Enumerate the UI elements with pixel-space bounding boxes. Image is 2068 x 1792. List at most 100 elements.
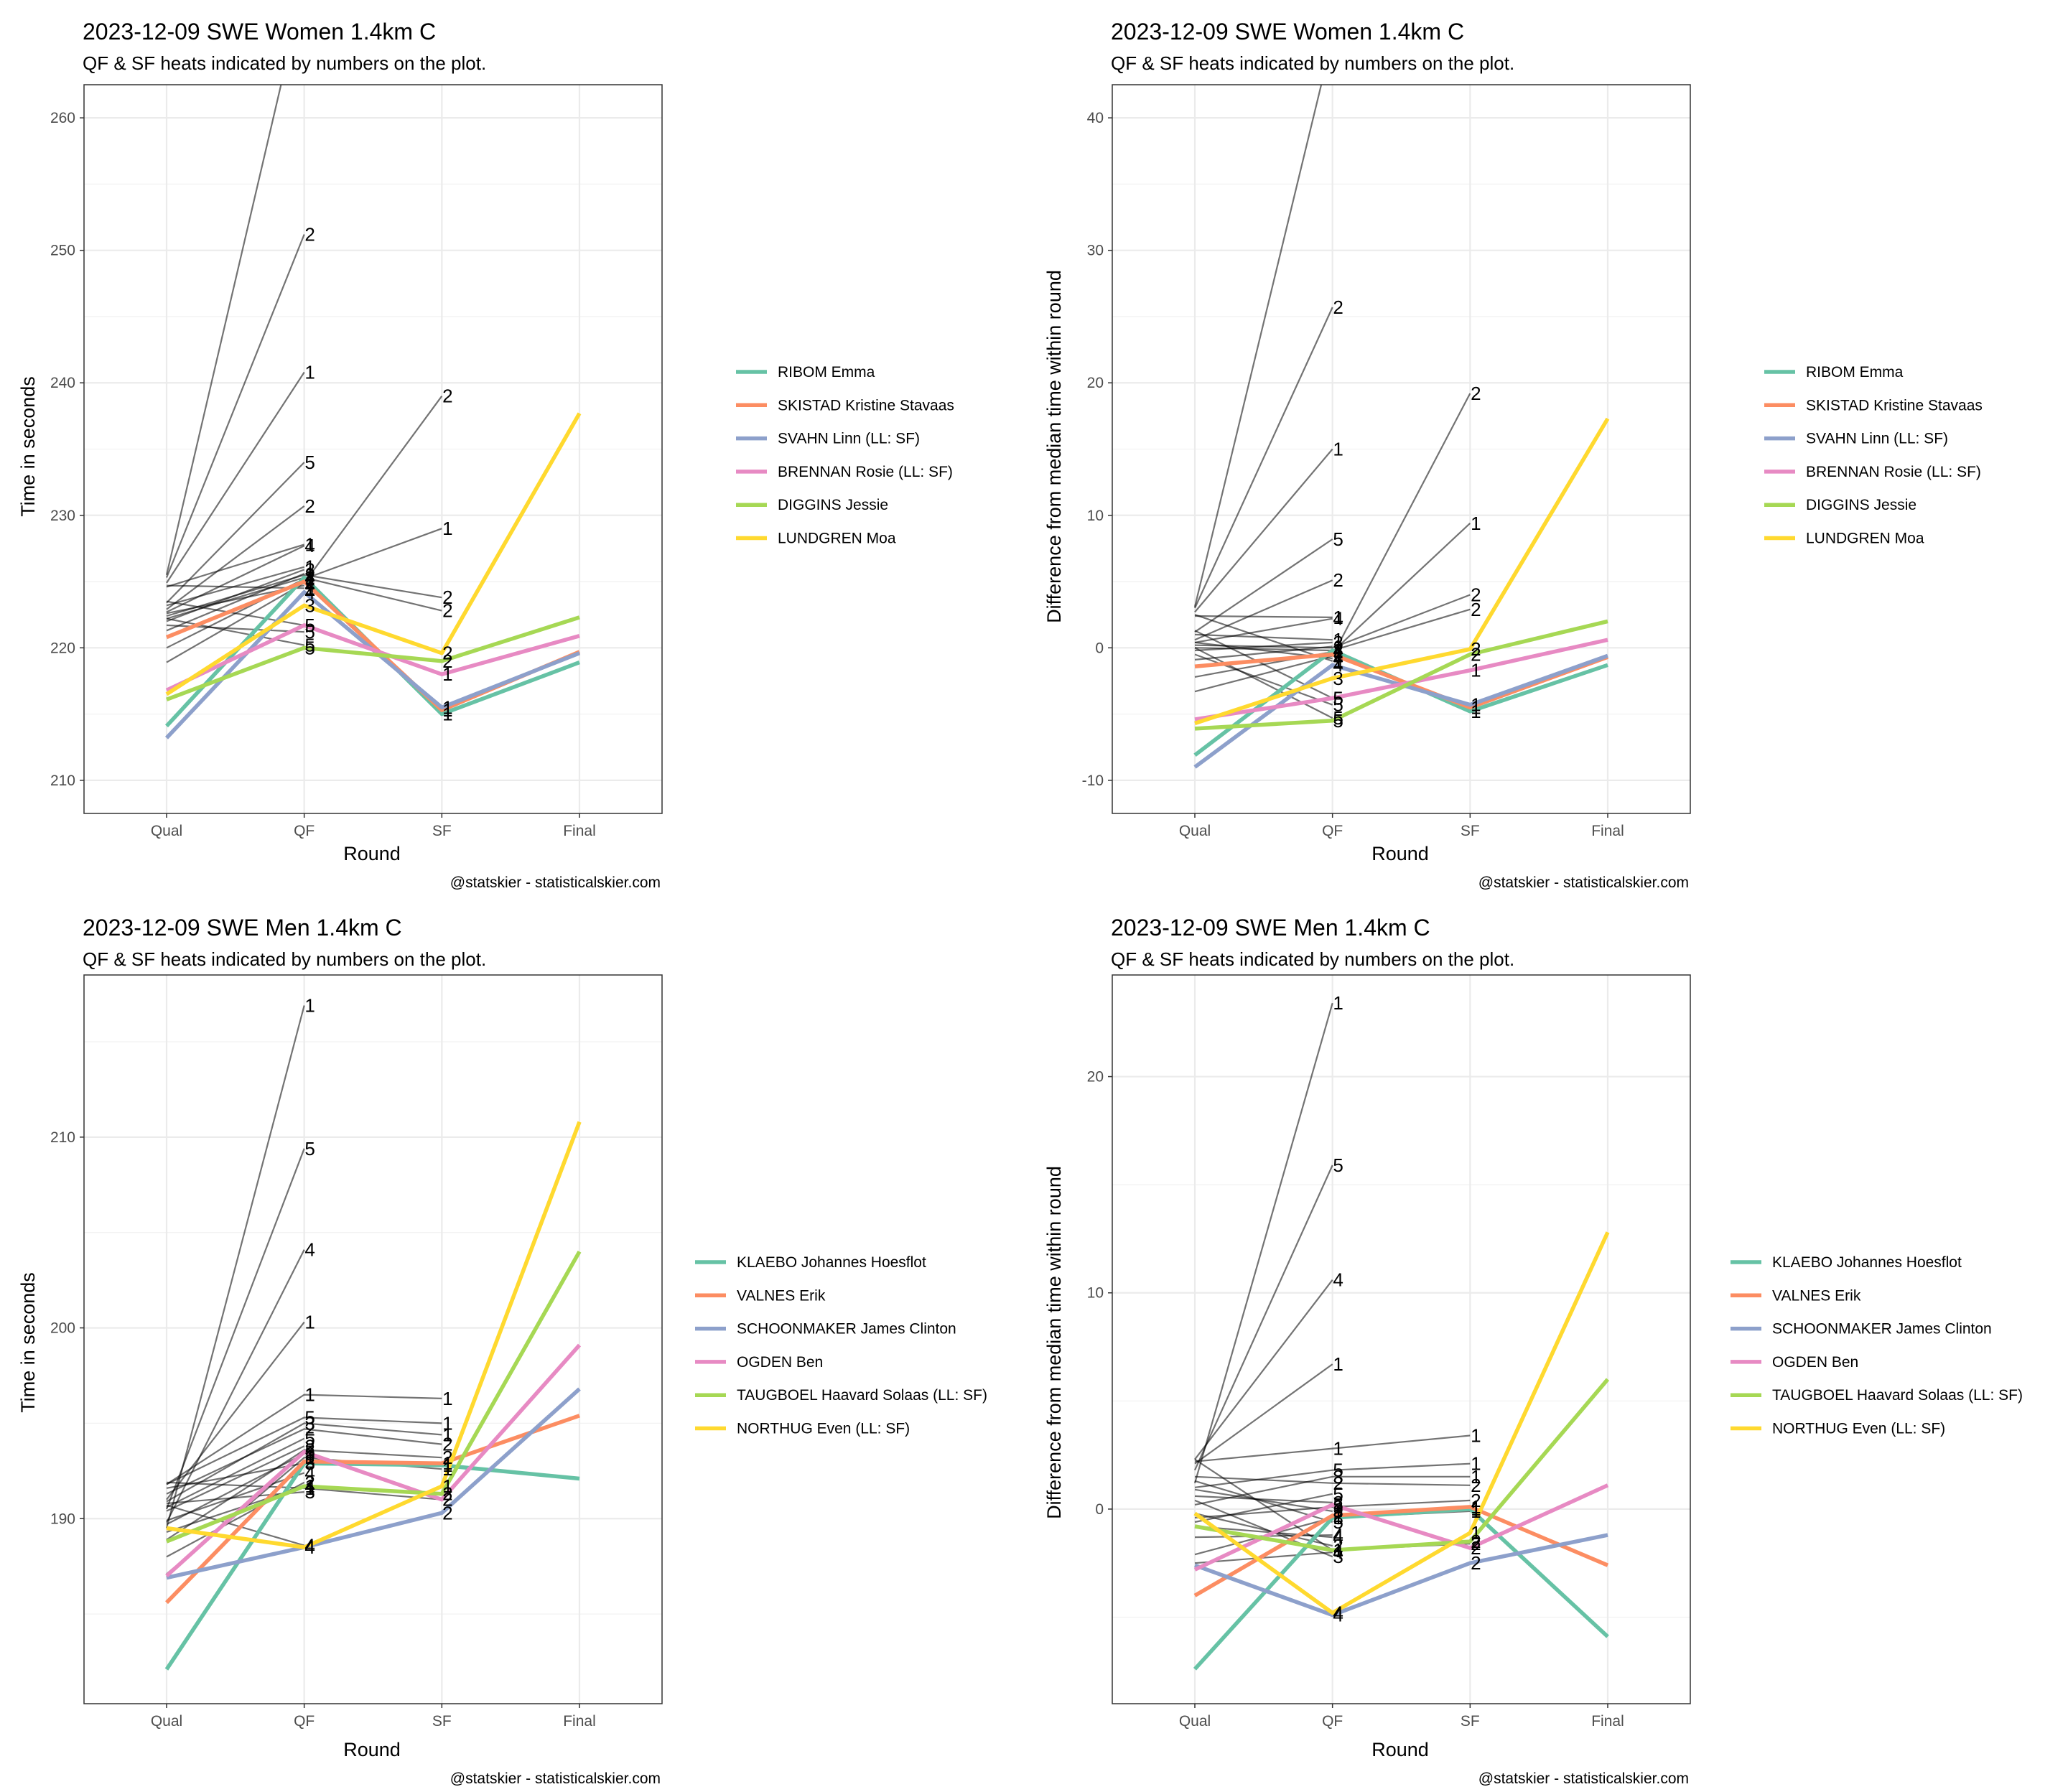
athlete-line: [165, 1005, 305, 1529]
heat-number-label: 1: [442, 1412, 452, 1434]
athlete-line: [1193, 307, 1333, 609]
heat-number-label: 1: [304, 563, 315, 584]
heat-number-label: 5: [1333, 707, 1343, 729]
heat-number-label: 3: [304, 1439, 315, 1461]
heat-number-label: 4: [304, 567, 315, 589]
heat-number-label: 5: [304, 621, 315, 643]
heat-number-label: 1: [1333, 992, 1343, 1014]
x-axis-title: Round: [1371, 1739, 1429, 1760]
heat-number-label: 2: [442, 1447, 452, 1468]
chart-title: 2023-12-09 SWE Women 1.4km C: [1111, 19, 1464, 45]
heat-number-label: 2: [442, 1483, 452, 1505]
chart-subtitle: QF & SF heats indicated by numbers on th…: [83, 948, 486, 970]
heat-number-label: 2: [1333, 1535, 1343, 1557]
legend-label: NORTHUG Even (LL: SF): [1772, 1421, 1945, 1437]
heat-number-label: 2: [442, 587, 452, 608]
heat-number-label: 4: [1333, 1541, 1343, 1563]
heat-number-label: 5: [304, 452, 315, 473]
heat-number-label: 2: [304, 1451, 315, 1473]
heat-number-label: 1: [442, 704, 452, 725]
heat-number-label: 4: [1333, 1602, 1343, 1624]
heat-number-label: 1: [442, 1388, 452, 1409]
athlete-line: [1194, 1493, 1333, 1523]
heat-number-label: 1: [442, 1424, 452, 1445]
heat-number-label: 2: [304, 224, 315, 246]
legend-label: SKISTAD Kristine Stavaas: [1806, 397, 1983, 414]
chart-panel-men-diff: 2023-12-09 SWE Men 1.4km C QF & SF heats…: [1034, 896, 2068, 1792]
legend-label: TAUGBOEL Haavard Solaas (LL: SF): [1772, 1387, 2023, 1404]
heat-number-label: 1: [1333, 641, 1343, 663]
chart-men-time: 2023-12-09 SWE Men 1.4km C QF & SF heats…: [17, 915, 987, 1787]
heat-number-label: 1: [1471, 513, 1481, 534]
heat-number-label: 4: [1333, 654, 1343, 676]
heat-number-label: 1: [304, 568, 315, 589]
athlete-line: [166, 545, 305, 613]
heat-number-label: 1: [1333, 1507, 1343, 1529]
heat-number-label: 1: [442, 696, 452, 718]
heat-number-label: 2: [1333, 297, 1343, 318]
heat-number-label: 5: [1333, 1494, 1343, 1516]
plot-border: [83, 84, 663, 814]
y-tick-label: 10: [1087, 1285, 1104, 1302]
heat-number-label: 4: [1333, 640, 1343, 661]
athlete-line: [1194, 594, 1471, 649]
heat-number-label: 3: [1333, 1501, 1343, 1522]
athlete-line: [166, 1249, 305, 1523]
heat-number-label: 3: [304, 559, 315, 580]
highlight-line: [165, 623, 580, 692]
heat-number-label: 4: [1333, 1605, 1343, 1626]
highlight-line: [1193, 1507, 1609, 1671]
heat-number-label: 2: [1471, 638, 1481, 660]
heat-number-label: 1: [304, 571, 315, 592]
heat-number-label: 2: [442, 1489, 452, 1511]
heat-number-label: 1: [304, 533, 315, 555]
heat-number-label: 3: [304, 1412, 315, 1434]
x-tick-label: QF: [1322, 823, 1343, 839]
athlete-line: [1194, 617, 1333, 643]
athlete-line: [1194, 448, 1333, 613]
x-tick-label: Qual: [1179, 823, 1211, 839]
athlete-line: [166, 617, 304, 646]
heat-number-label: 2: [1333, 637, 1343, 658]
heat-number-label: 1: [304, 1475, 315, 1497]
heat-number-label: 4: [1333, 1269, 1343, 1291]
athlete-line: [1194, 1495, 1333, 1503]
y-tick-label: 0: [1095, 1501, 1104, 1518]
caption: @statskier - statisticalskier.com: [1478, 1770, 1689, 1787]
heat-number-label: 4: [1333, 608, 1343, 630]
heat-number-label: 1: [442, 1455, 452, 1476]
y-tick-label: 190: [50, 1511, 75, 1527]
heat-number-label: 5: [304, 1138, 315, 1159]
chart-panel-women-diff: 2023-12-09 SWE Women 1.4km C QF & SF hea…: [1034, 0, 2068, 896]
heat-number-label: 1: [1471, 1498, 1481, 1520]
x-tick-label: QF: [294, 823, 315, 839]
heat-number-label: 2: [1471, 1533, 1481, 1554]
x-axis-title: Round: [343, 843, 401, 864]
heat-number-label: 1: [304, 577, 315, 599]
x-tick-label: Final: [563, 1713, 596, 1730]
athlete-line: [1194, 615, 1333, 618]
x-tick-label: SF: [1461, 823, 1480, 839]
highlight-line: [1193, 1505, 1609, 1597]
heat-number-label: 1: [442, 1458, 452, 1480]
heat-number-label: 1: [1471, 694, 1481, 716]
heat-number-label: 1: [1333, 439, 1343, 460]
heat-number-label: 5: [1333, 687, 1343, 709]
athlete-line: [1194, 1363, 1333, 1465]
caption: @statskier - statisticalskier.com: [1478, 874, 1689, 891]
heat-number-label: 2: [442, 1489, 452, 1511]
legend-label: OGDEN Ben: [737, 1354, 823, 1371]
heat-number-label: 3: [1333, 1546, 1343, 1567]
heat-number-label: 1: [1471, 1522, 1481, 1544]
heat-number-label: 4: [304, 582, 315, 603]
heat-number-label: 2: [304, 567, 315, 589]
chart-panel-men-time: 2023-12-09 SWE Men 1.4km C QF & SF heats…: [0, 896, 1034, 1792]
heat-number-label: 4: [304, 535, 315, 556]
heat-number-label: 1: [442, 663, 452, 685]
heat-number-label: 2: [1333, 1473, 1343, 1494]
athlete-line: [1193, 1165, 1333, 1471]
heat-number-label: 3: [1333, 668, 1343, 689]
heat-number-label: 3: [304, 1481, 315, 1503]
